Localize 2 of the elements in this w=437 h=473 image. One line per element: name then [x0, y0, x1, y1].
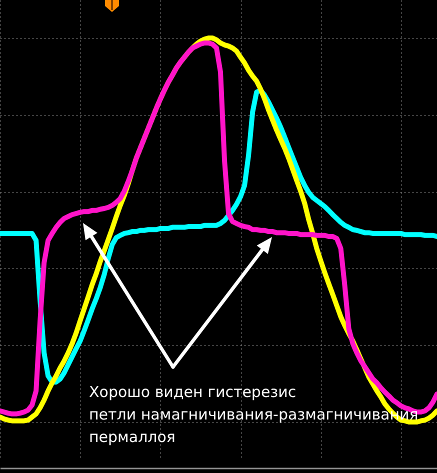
annotation: Хорошо виден гистерезис: [89, 383, 296, 401]
text: пермаллоя: [89, 428, 176, 446]
